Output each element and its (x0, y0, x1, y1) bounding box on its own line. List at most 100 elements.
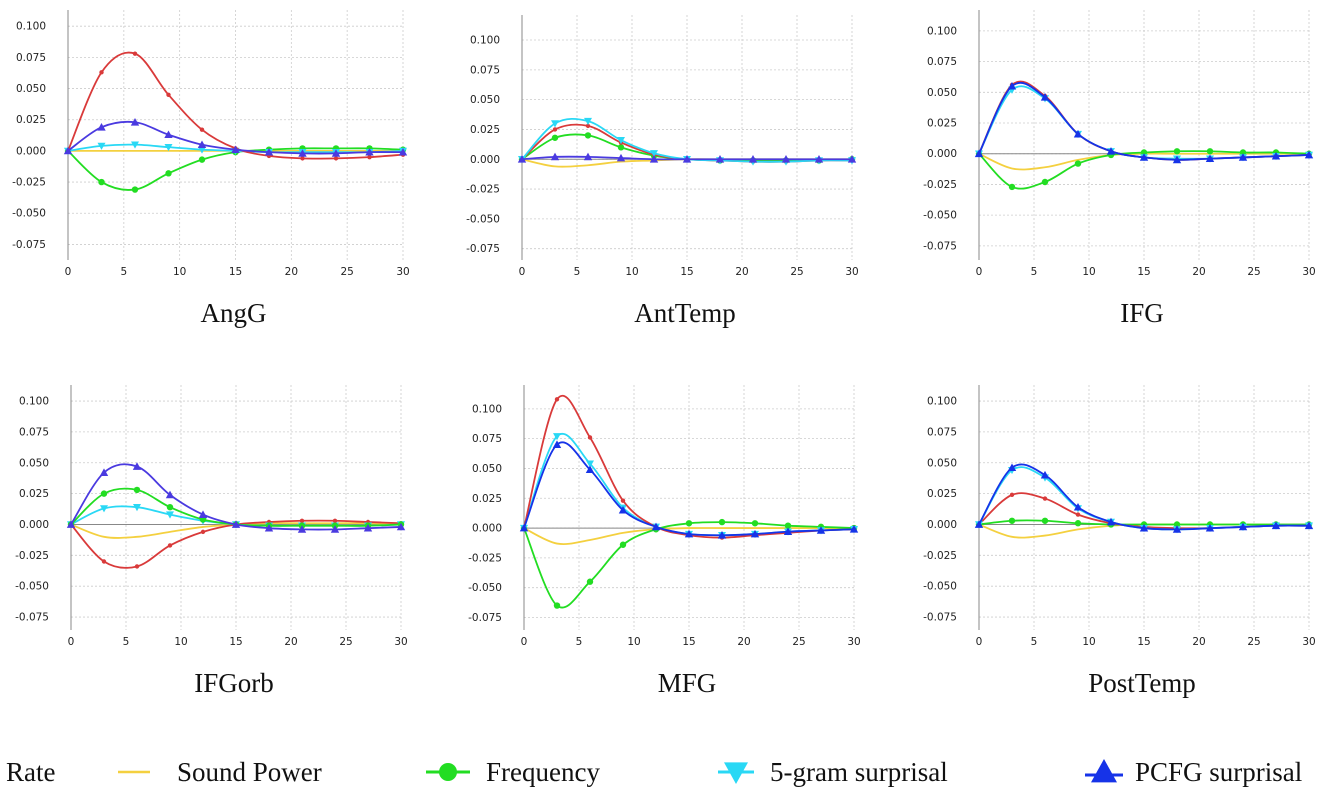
y-tick-label: 0.050 (927, 87, 957, 99)
x-tick-label: 10 (173, 266, 186, 278)
data-point (1040, 470, 1050, 479)
x-tick-label: 5 (1031, 636, 1038, 648)
data-point (264, 147, 274, 156)
x-tick-label: 5 (120, 266, 127, 278)
data-point (685, 520, 693, 527)
data-point (66, 520, 76, 528)
data-point (297, 525, 307, 533)
data-point (398, 147, 408, 156)
data-point (98, 178, 105, 186)
data-point (715, 155, 725, 163)
legend-item-sound-power: Sound Power (118, 757, 322, 787)
data-point (617, 144, 625, 151)
panel-anttemp: 0 5 10 15 20 25 30 -0.075 -0.050 -0.025 0.000 0.025… (466, 15, 859, 328)
legend-marker-triangle-up (1091, 759, 1117, 783)
y-tick-label: -0.025 (923, 179, 957, 191)
x-tick-label: 25 (792, 636, 805, 648)
data-point (166, 511, 174, 519)
y-tick-label: 0.050 (927, 457, 957, 469)
data-point (784, 522, 792, 529)
data-point (300, 156, 305, 161)
series-pcfg-surprisal (974, 81, 1314, 164)
y-tick-label: 0.025 (927, 118, 957, 130)
panel-title: PostTemp (1088, 668, 1196, 698)
legend-marker-triangle-down (724, 762, 748, 784)
x-tick-label: 10 (1082, 636, 1095, 648)
data-point (1009, 492, 1015, 498)
legend-item-rate: Rate (6, 757, 55, 787)
y-tick-label: 0.000 (19, 519, 49, 531)
data-point (165, 490, 175, 499)
data-point (651, 522, 661, 531)
x-tick-label: 0 (65, 266, 72, 278)
y-tick-label: 0.000 (472, 523, 502, 535)
y-tick-label: 0.050 (472, 463, 502, 475)
data-point (717, 531, 727, 539)
data-point (367, 154, 372, 160)
series-pcfg-surprisal (66, 462, 406, 533)
data-point (585, 465, 595, 474)
data-point (1205, 523, 1215, 532)
data-point (130, 118, 140, 126)
data-point (1073, 129, 1083, 138)
y-tick-label: 0.025 (19, 488, 49, 500)
x-tick-label: 0 (976, 636, 983, 648)
data-point (1139, 153, 1149, 161)
data-point (132, 51, 138, 56)
data-point (1304, 150, 1314, 159)
x-tick-label: 15 (1137, 636, 1150, 648)
panel-title: AngG (201, 298, 267, 328)
y-tick-label: 0.050 (470, 94, 500, 106)
legend-marker-circle (439, 763, 457, 781)
data-point (100, 505, 108, 513)
x-tick-label: 10 (625, 266, 638, 278)
x-tick-label: 10 (1082, 266, 1095, 278)
y-tick-label: 0.075 (16, 52, 46, 64)
data-point (198, 510, 208, 518)
data-point (134, 564, 140, 569)
x-tick-label: 25 (1247, 266, 1260, 278)
data-point (684, 529, 694, 538)
x-tick-label: 20 (285, 266, 298, 278)
data-point (1075, 512, 1081, 517)
data-point (1140, 149, 1148, 156)
data-point (553, 433, 561, 441)
y-tick-label: 0.075 (927, 426, 957, 438)
data-point (1106, 147, 1116, 155)
data-point (231, 145, 240, 154)
data-point (552, 127, 558, 132)
x-tick-label: 30 (845, 266, 858, 278)
series-pcfg-surprisal (974, 463, 1314, 533)
panel-title: MFG (658, 668, 717, 698)
data-point (619, 541, 627, 548)
x-tick-label: 10 (627, 636, 640, 648)
data-point (974, 149, 984, 158)
x-tick-label: 25 (790, 266, 803, 278)
y-tick-label: -0.025 (923, 550, 957, 562)
data-point (1073, 502, 1083, 511)
data-point (816, 526, 826, 534)
legend-item-5-gram-surprisal: 5-gram surprisal (718, 757, 948, 787)
data-point (299, 518, 305, 523)
data-point (1206, 148, 1214, 155)
data-point (1074, 160, 1082, 167)
data-point (1304, 521, 1314, 530)
panel-title: IFG (1120, 298, 1164, 328)
y-tick-label: -0.050 (12, 208, 46, 220)
y-tick-label: -0.075 (466, 243, 500, 255)
data-point (200, 529, 206, 535)
x-tick-label: 30 (1302, 636, 1315, 648)
data-point (166, 92, 171, 97)
y-tick-label: 0.100 (927, 396, 957, 408)
data-point (97, 123, 106, 131)
legend-label: Rate (6, 757, 55, 787)
x-tick-label: 30 (1302, 266, 1315, 278)
panel-mfg: 0 5 10 15 20 25 30 -0.075 -0.050 -0.025 0.000 0.025… (468, 385, 861, 698)
data-point (586, 460, 594, 468)
data-point (1040, 93, 1050, 101)
data-point (586, 578, 594, 585)
data-point (1041, 517, 1049, 524)
y-tick-label: 0.075 (470, 64, 500, 76)
data-point (333, 156, 339, 161)
x-tick-label: 15 (229, 266, 242, 278)
